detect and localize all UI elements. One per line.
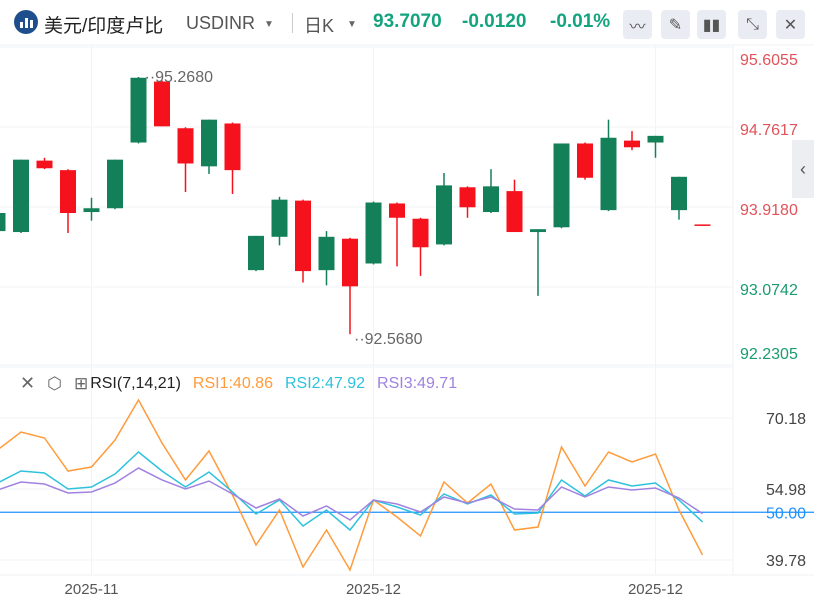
candle-up xyxy=(318,236,335,271)
candle-down xyxy=(459,187,476,208)
candle-up xyxy=(671,176,687,211)
candle-up xyxy=(483,186,499,213)
low-annotation: ··92.5680 xyxy=(354,331,423,348)
candle-down xyxy=(506,191,523,233)
symbol-selector[interactable]: USDINR xyxy=(186,13,256,33)
indicator-button[interactable]: 〰 xyxy=(623,10,652,39)
close-button[interactable]: ✕ xyxy=(776,10,805,39)
candle-down xyxy=(577,143,593,178)
candle-up xyxy=(107,159,123,209)
draw-button[interactable]: ✎ xyxy=(661,10,690,39)
candle-up xyxy=(130,77,147,143)
time-tick-label: 2025-12 xyxy=(628,581,683,598)
candle-down xyxy=(624,140,640,148)
candle-down xyxy=(224,123,241,171)
candle-up xyxy=(13,159,29,233)
expand-icon[interactable]: ⊞ xyxy=(73,373,89,393)
candle-down xyxy=(342,238,358,287)
price-tick-label: 93.0742 xyxy=(740,282,798,299)
shrink-button[interactable]: ⤡ xyxy=(738,10,767,39)
pair-name: 美元/印度卢比 xyxy=(44,16,164,37)
period-selector[interactable]: 日K xyxy=(304,16,335,36)
rsi-line-rsi2 xyxy=(0,451,704,532)
candle-up xyxy=(271,199,288,237)
remove-indicator-icon[interactable]: ✕ xyxy=(20,373,36,393)
divider xyxy=(292,13,293,33)
candle-down xyxy=(154,81,170,127)
rsi-line-rsi3 xyxy=(0,467,703,521)
rsi3-value: RSI3:49.71 xyxy=(377,374,458,392)
price-tick-label: 95.6055 xyxy=(740,52,798,69)
rsi-line-rsi1 xyxy=(0,398,704,572)
rsi2-value: RSI2:47.92 xyxy=(284,374,366,392)
rsi-tick-label: 39.78 xyxy=(766,553,806,570)
rsi-tick-label: 54.98 xyxy=(766,482,806,499)
rsi-title: RSI(7,14,21) xyxy=(90,374,181,392)
rsi-tick-label: 70.18 xyxy=(766,411,806,428)
candle-down xyxy=(389,203,405,218)
candle-down xyxy=(177,128,194,164)
chart-header: 美元/印度卢比 USDINR ▼ 日K ▼ 93.7070 -0.0120 -0… xyxy=(0,0,814,45)
price-tick-label: 93.9180 xyxy=(740,202,798,219)
candle-up xyxy=(530,229,546,233)
candle-up xyxy=(553,143,570,228)
shrink-icon: ⤡ xyxy=(746,15,759,33)
time-tick-label: 2025-12 xyxy=(346,581,401,598)
rsi-tick-label: 50.00 xyxy=(766,505,806,522)
candle-down xyxy=(60,170,76,213)
candle-up xyxy=(201,119,217,167)
indicator-icon: 〰 xyxy=(629,18,646,36)
time-tick-label: 2025-11 xyxy=(65,581,119,598)
settings-icon[interactable]: ⬡ xyxy=(47,373,62,393)
price-change: -0.0120 xyxy=(462,11,527,32)
price-tick-label: 94.7617 xyxy=(740,122,798,139)
rsi1-value: RSI1:40.86 xyxy=(192,374,273,392)
close-icon: ✕ xyxy=(783,16,798,34)
chevron-down-icon[interactable]: ▼ xyxy=(264,19,274,30)
pencil-icon: ✎ xyxy=(668,16,683,34)
candle-down xyxy=(295,200,311,272)
high-annotation: ··95.2680 xyxy=(145,69,214,86)
candle-down xyxy=(694,224,711,226)
last-price: 93.7070 xyxy=(373,11,442,32)
candle-up xyxy=(83,208,100,213)
candle-up xyxy=(0,213,6,232)
collapse-panel-button[interactable]: ‹ xyxy=(792,140,814,198)
chevron-left-icon: ‹ xyxy=(800,158,806,179)
candle-up xyxy=(600,137,617,211)
candle-up xyxy=(647,135,664,143)
chart-type-button[interactable]: ▮▮ xyxy=(697,10,726,39)
rsi-header: ✕ ⬡ ⊞ RSI(7,14,21) RSI1:40.86 RSI2:47.92… xyxy=(20,373,469,394)
candle-up xyxy=(365,202,382,264)
candle-down xyxy=(412,218,429,248)
price-tick-label: 92.2305 xyxy=(740,346,798,363)
chevron-down-icon[interactable]: ▼ xyxy=(347,19,357,30)
candle-up xyxy=(436,185,452,245)
candle-up xyxy=(248,235,264,271)
candle-down xyxy=(36,160,53,169)
price-change-pct: -0.01% xyxy=(550,11,611,32)
candlestick-icon: ▮▮ xyxy=(702,16,721,34)
chart-logo-icon xyxy=(14,10,38,34)
